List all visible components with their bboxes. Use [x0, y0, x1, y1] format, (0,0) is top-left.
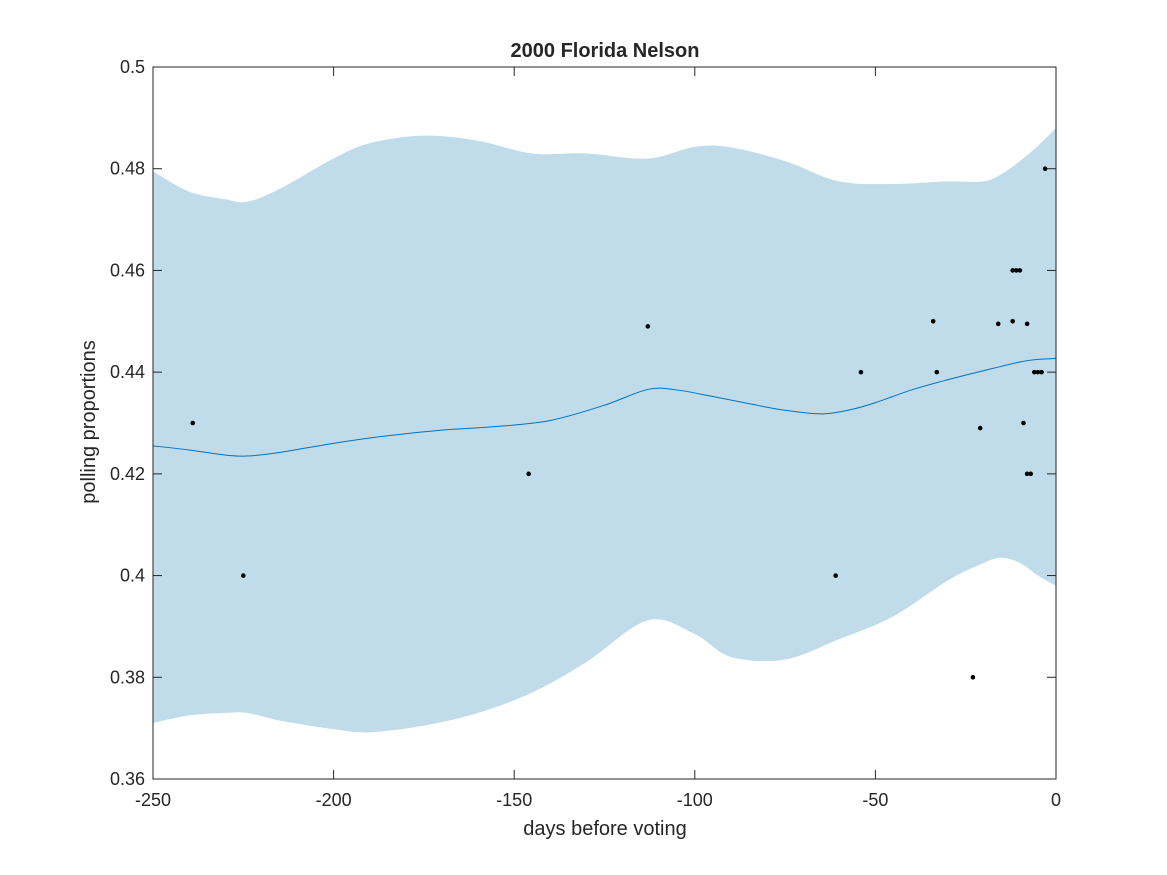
y-tick-label: 0.42 [110, 464, 145, 484]
poll-point [995, 321, 1001, 327]
poll-point [1039, 369, 1044, 375]
poll-point [977, 425, 983, 431]
poll-point [190, 420, 196, 426]
x-axis-label: days before voting [523, 818, 686, 840]
trend-line [152, 357, 1057, 457]
poll-point [970, 674, 976, 680]
axes-box [152, 66, 1057, 780]
poll-point [1032, 369, 1037, 375]
poll-point [1042, 166, 1048, 172]
poll-point [645, 324, 651, 329]
y-tick-label: 0.36 [110, 769, 145, 789]
x-tick-label: 0 [1051, 790, 1061, 810]
axes [152, 66, 1057, 780]
y-tick-label: 0.46 [110, 260, 145, 280]
y-tick-label: 0.5 [120, 57, 145, 77]
poll-point [1028, 471, 1034, 477]
y-tick-label: 0.38 [110, 667, 145, 687]
x-tick-label: -100 [677, 790, 713, 810]
poll-point [1017, 268, 1023, 273]
poll-point [858, 369, 864, 375]
poll-point [833, 573, 838, 578]
x-tick-label: -250 [135, 790, 171, 810]
poll-point [1024, 321, 1030, 327]
x-tick-label: -50 [862, 790, 888, 810]
poll-point [930, 318, 936, 324]
y-tick-label: 0.44 [110, 362, 145, 382]
y-axis-label: polling proportions [78, 340, 100, 503]
poll-point [526, 471, 531, 477]
poll-point [1010, 318, 1015, 324]
tick-labels: -250 -200 -150 -100 -50 0 0.36 0.38 0.4 0.42 0.44 0… [110, 57, 1061, 810]
poll-point [934, 369, 940, 375]
poll-point [241, 573, 246, 578]
confidence-band-layer [153, 128, 1056, 733]
poll-point [1035, 369, 1041, 375]
y-tick-label: 0.48 [110, 159, 145, 179]
poll-points-layer [190, 166, 1048, 680]
confidence-band [153, 128, 1056, 733]
x-tick-label: -200 [316, 790, 352, 810]
trend-line-layer [152, 357, 1057, 457]
chart-title: 2000 Florida Nelson [511, 40, 700, 62]
poll-point [1021, 420, 1026, 426]
poll-point [1024, 471, 1030, 477]
y-tick-label: 0.4 [120, 566, 145, 586]
x-tick-label: -150 [496, 790, 532, 810]
poll-point [1010, 268, 1015, 273]
poll-point [1013, 268, 1019, 273]
